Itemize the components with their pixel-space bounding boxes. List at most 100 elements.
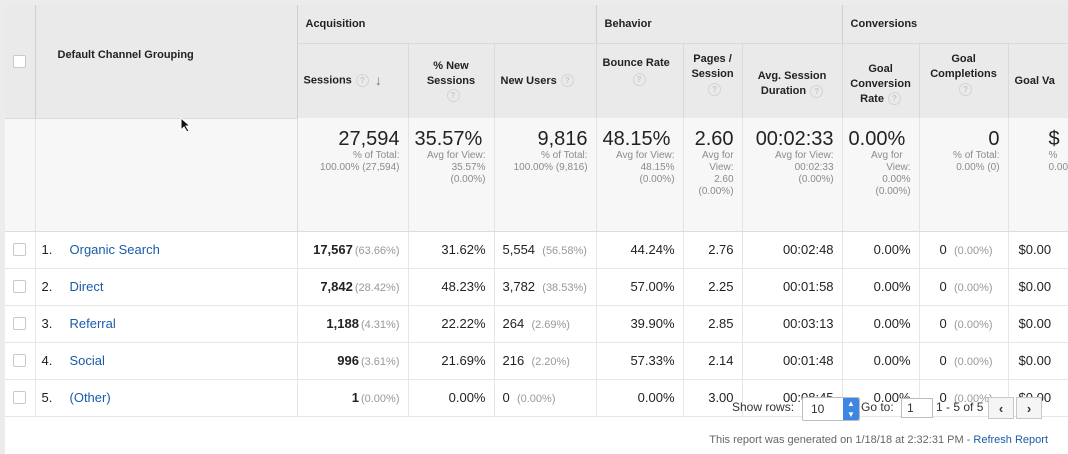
dimension-cell: 4. Social (34, 342, 297, 380)
table-row: 3. Referral 1,188 (4.31%) 22.22% 264 (2.69%) 3… (5, 305, 1068, 343)
channel-link[interactable]: Direct (69, 279, 104, 294)
goal-conversion-rate-cell: 0.00% (841, 342, 920, 380)
help-icon[interactable]: ? (632, 73, 646, 86)
avg-session-duration-header[interactable]: Avg. Session Duration? (741, 43, 843, 118)
goal-value-cell: $0.00 (1007, 231, 1068, 269)
group-behavior: Behavior (595, 5, 843, 44)
row-checkbox[interactable] (13, 354, 27, 367)
total-bounce-rate: 48.15% Avg for View: 48.15% (0.00%) (595, 118, 684, 232)
goal-value-cell: $0.00 (1007, 268, 1068, 306)
new-users-cell: 216 (2.20%) (493, 342, 597, 380)
sessions-header[interactable]: Sessions? ↓ (303, 72, 382, 89)
select-arrows-icon: ▲ ▼ (843, 398, 859, 420)
bounce-rate-cell: 44.24% (595, 231, 684, 269)
explorer-table: Default Channel Grouping Acquisition Beh… (5, 5, 1068, 417)
new-sessions-cell: 21.69% (407, 342, 494, 380)
pages-session-cell: 2.25 (682, 268, 743, 306)
pages-session-cell: 2.76 (682, 231, 743, 269)
row-checkbox[interactable] (13, 243, 27, 256)
bounce-rate-cell: 0.00% (595, 379, 684, 417)
avg-session-duration-cell: 00:03:13 (741, 305, 843, 343)
goto-input[interactable]: 1 (901, 398, 933, 418)
row-checkbox-cell (5, 305, 35, 343)
sessions-cell: 7,842 (28.42%) (296, 268, 408, 306)
help-icon[interactable]: ? (446, 89, 460, 103)
new-users-header[interactable]: New Users? (493, 43, 597, 118)
dimension-cell: 3. Referral (34, 305, 297, 343)
new-sessions-cell: 22.22% (407, 305, 494, 343)
help-icon[interactable]: ? (560, 74, 574, 88)
dimension-cell: 2. Direct (34, 268, 297, 306)
row-checkbox-cell (5, 342, 35, 380)
goal-completions-cell: 0 (0.00%) (918, 268, 1009, 306)
channel-link[interactable]: Organic Search (69, 242, 160, 257)
mouse-cursor-icon (180, 117, 192, 133)
new-users-cell: 5,554 (56.58%) (493, 231, 597, 269)
goal-value-cell: $0.00 (1007, 342, 1068, 380)
help-icon[interactable]: ? (810, 84, 824, 98)
sort-arrow-icon[interactable]: ↓ (374, 72, 382, 89)
row-index: 4. (41, 353, 53, 368)
total-avg-session-duration: 00:02:33 Avg for View: 00:02:33 (0.00%) (741, 118, 843, 232)
avg-session-duration-cell: 00:01:58 (741, 268, 843, 306)
row-checkbox[interactable] (13, 391, 27, 404)
pages-session-cell: 3.00 (682, 379, 743, 417)
pagination-bar: Show rows: 10 ▲ ▼ Go to: 1 1 - 5 of 5 ‹ › (5, 397, 1068, 427)
next-page-button[interactable]: › (1016, 397, 1042, 419)
row-checkbox-cell (5, 231, 35, 269)
new-sessions-header[interactable]: % New Sessions? (407, 43, 494, 118)
pages-session-cell: 2.14 (682, 342, 743, 380)
total-new-sessions: 35.57% Avg for View: 35.57% (0.00%) (407, 118, 494, 232)
avg-session-duration-cell: 00:02:48 (741, 231, 843, 269)
row-checkbox[interactable] (13, 280, 27, 293)
group-conversions: Conversions (841, 5, 1068, 44)
new-users-cell: 0 (0.00%) (493, 379, 597, 417)
total-goal-conversion-rate: 0.00% Avg for View: 0.00% (0.00%) (841, 118, 920, 232)
total-sessions: 27,594% of Total: 100.00% (27,594) (296, 118, 408, 232)
help-icon[interactable]: ? (355, 74, 369, 88)
pages-session-cell: 2.85 (682, 305, 743, 343)
total-goal-completions: 0% of Total: 0.00% (0) (918, 118, 1009, 232)
sessions-cell: 17,567 (63.66%) (296, 231, 408, 269)
new-sessions-cell: 0.00% (407, 379, 494, 417)
help-icon[interactable]: ? (887, 92, 901, 106)
pages-session-header[interactable]: Pages / Session? (682, 43, 743, 118)
new-users-cell: 3,782 (38.53%) (493, 268, 597, 306)
goal-completions-cell: 0 (0.00%) (918, 231, 1009, 269)
goto-label: Go to: (861, 400, 894, 414)
goal-value-header[interactable]: Goal Va (1007, 43, 1068, 118)
goal-value-cell: $0.00 (1007, 305, 1068, 343)
help-icon[interactable]: ? (708, 82, 722, 96)
bounce-rate-cell: 57.00% (595, 268, 684, 306)
goal-completions-cell: 0 (0.00%) (918, 342, 1009, 380)
bounce-rate-header[interactable]: Bounce Rate? (595, 43, 684, 118)
data-rows: 1. Organic Search 17,567 (63.66%) 31.62% 5,55… (5, 231, 1068, 417)
prev-page-button[interactable]: ‹ (988, 397, 1014, 419)
page-range: 1 - 5 of 5 (936, 400, 984, 414)
goal-completions-header[interactable]: Goal Completions? (918, 43, 1009, 118)
sessions-cell: 1 (0.00%) (296, 379, 408, 417)
total-goal-value: $% 0.00 (1007, 118, 1068, 232)
help-icon[interactable]: ? (959, 82, 973, 96)
refresh-report-link[interactable]: Refresh Report (973, 434, 1048, 446)
sessions-cell: 996 (3.61%) (296, 342, 408, 380)
goal-conversion-rate-cell: 0.00% (841, 268, 920, 306)
bounce-rate-cell: 39.90% (595, 305, 684, 343)
report-timestamp: This report was generated on 1/18/18 at … (709, 434, 1048, 446)
group-acquisition: Acquisition (297, 5, 597, 44)
total-pages-session: 2.60 Avg for View: 2.60 (0.00%) (682, 118, 743, 232)
dimension-cell: 1. Organic Search (34, 231, 297, 269)
select-all-checkbox[interactable] (13, 54, 27, 68)
table-row: 2. Direct 7,842 (28.42%) 48.23% 3,782 (38.53%… (5, 268, 1068, 306)
channel-link[interactable]: Referral (69, 316, 116, 331)
select-all-cell (5, 5, 35, 119)
channel-link[interactable]: (Other) (69, 390, 111, 405)
table-row: 5. (Other) 1 (0.00%) 0.00% 0 (0.00%) 0.00% 3.00… (5, 379, 1068, 417)
row-checkbox[interactable] (13, 317, 27, 330)
row-index: 3. (41, 316, 53, 331)
new-sessions-cell: 31.62% (407, 231, 494, 269)
dimension-header[interactable]: Default Channel Grouping (34, 5, 298, 119)
channel-link[interactable]: Social (69, 353, 105, 368)
show-rows-select[interactable]: 10 ▲ ▼ (802, 397, 860, 421)
goal-conversion-rate-header[interactable]: Goal Conversion Rate? (841, 43, 920, 118)
